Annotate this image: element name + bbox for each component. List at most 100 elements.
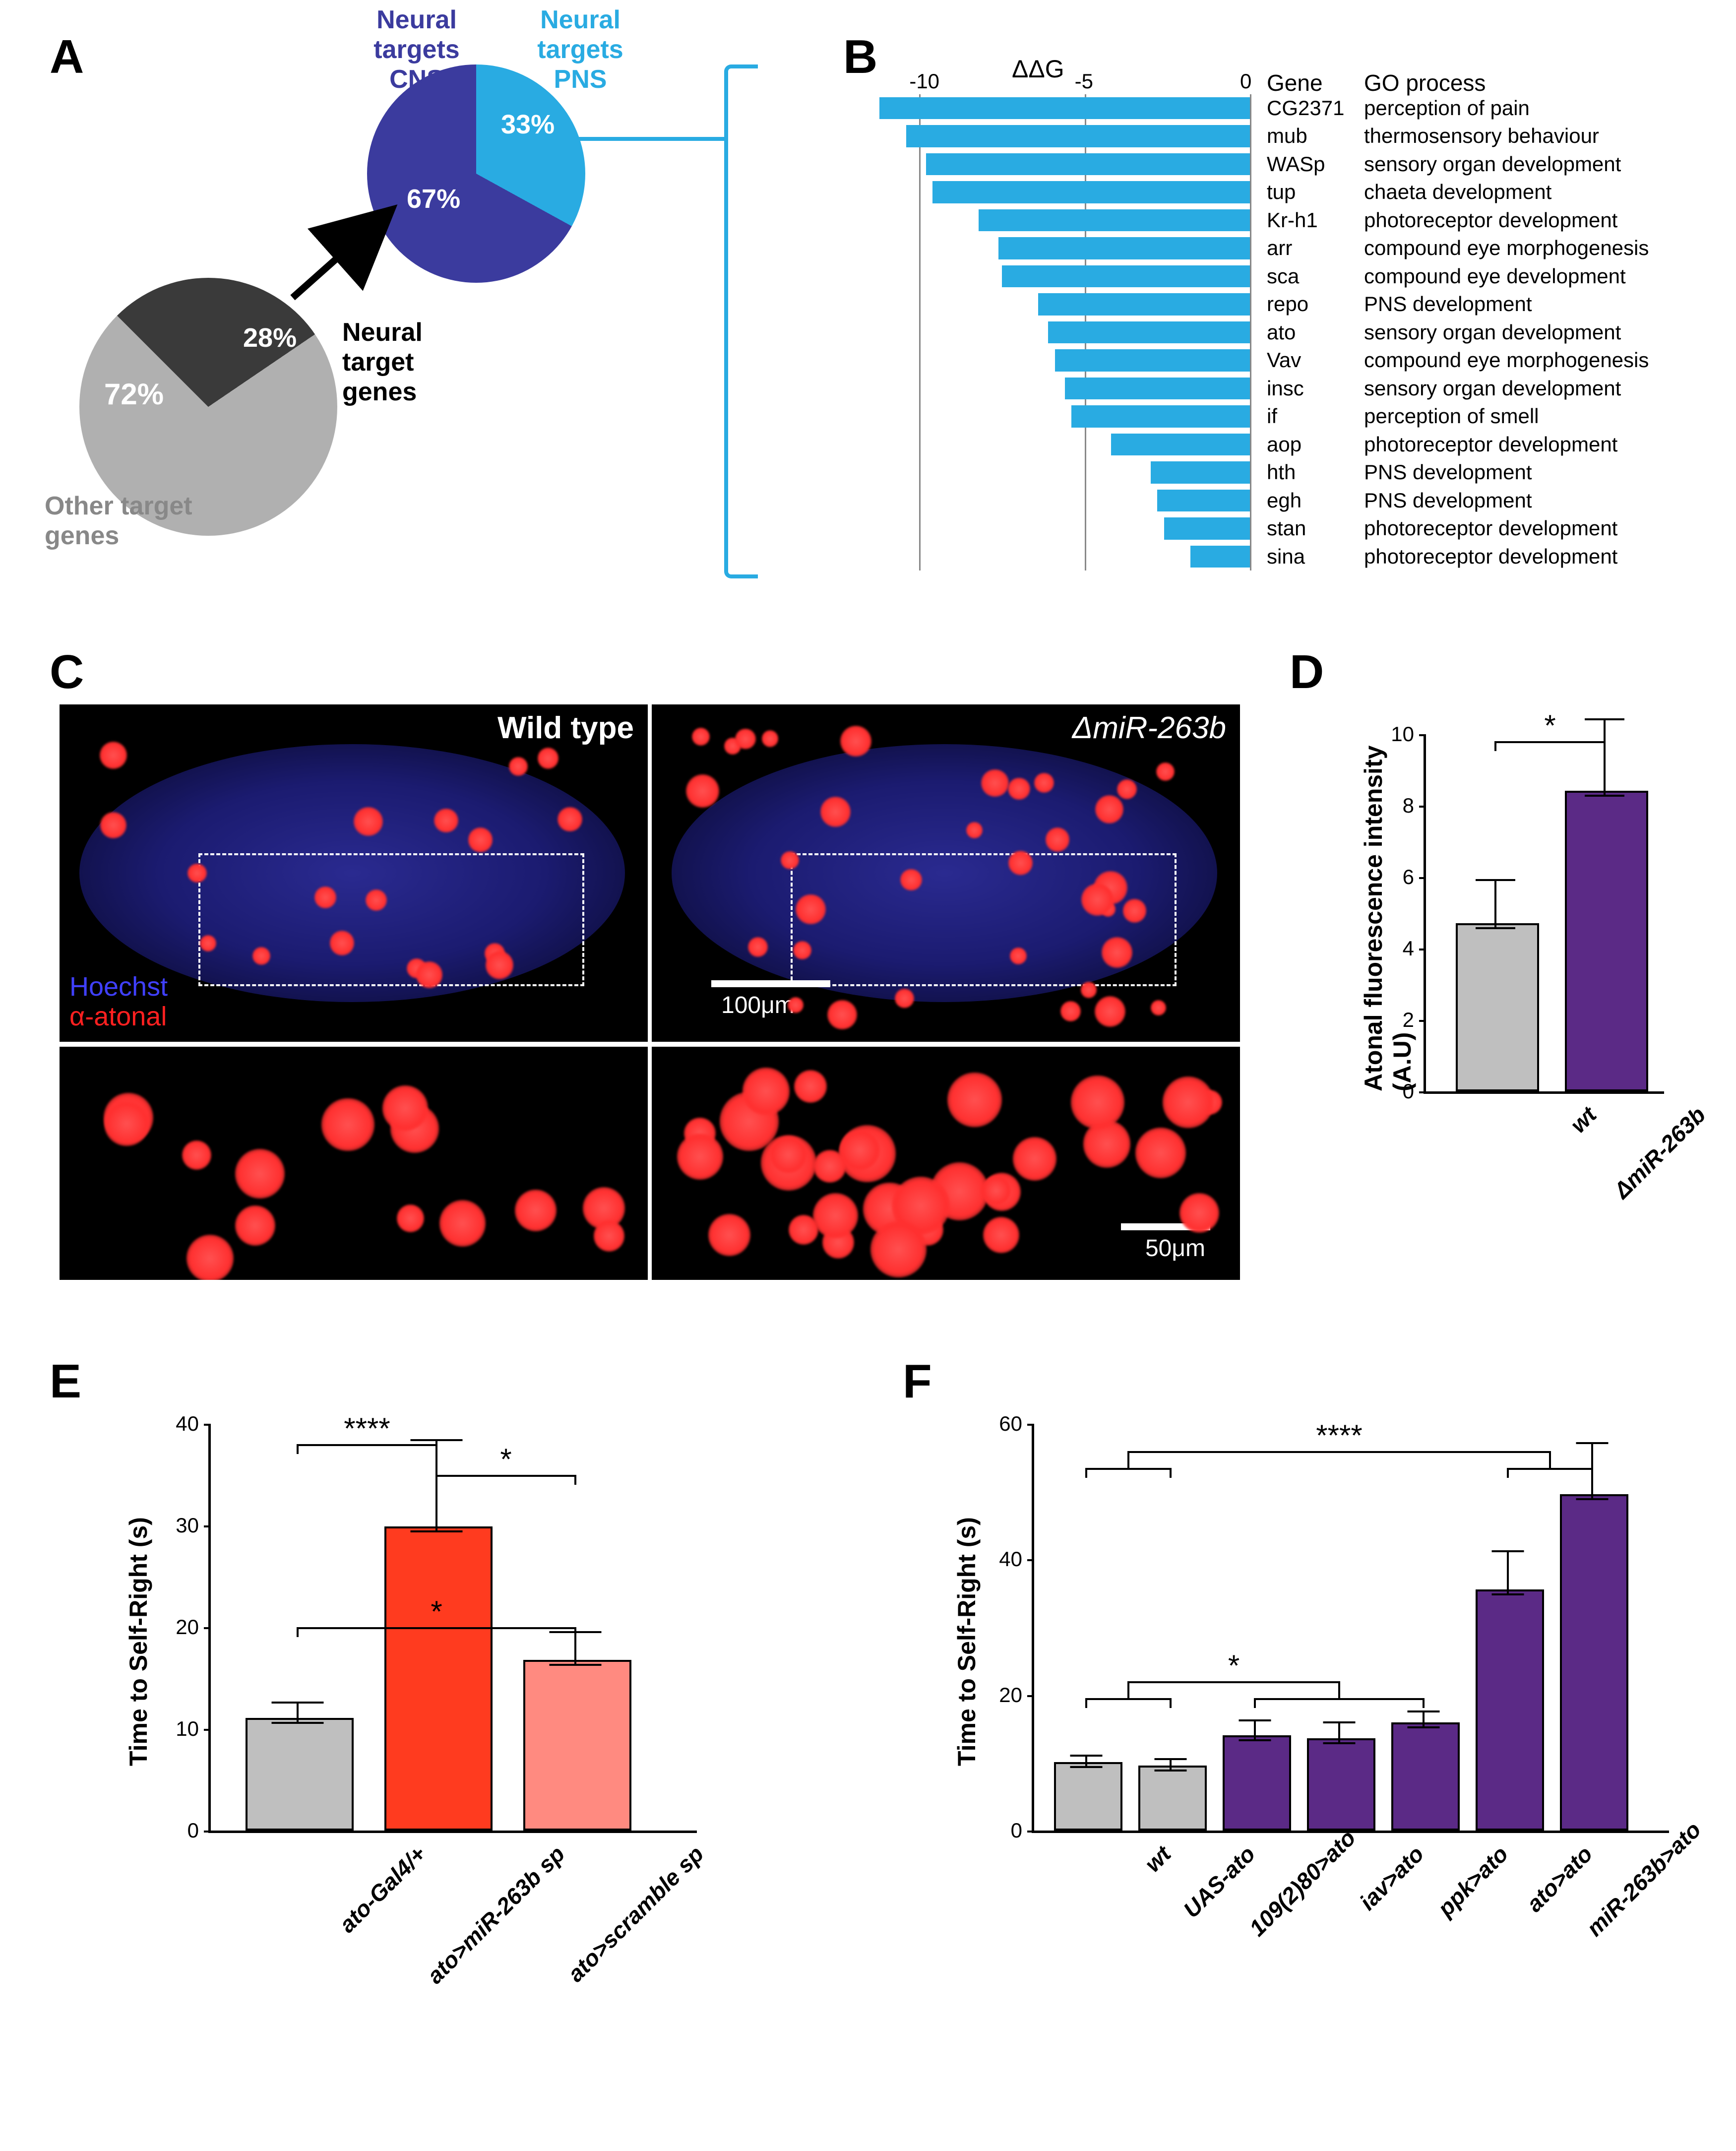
sig-tick bbox=[1604, 741, 1606, 751]
sig-bracket bbox=[1086, 1468, 1171, 1470]
signal-blob bbox=[486, 951, 514, 979]
signal-blob bbox=[1151, 1000, 1166, 1015]
y-tick bbox=[1419, 734, 1426, 736]
signal-blob bbox=[187, 864, 206, 883]
bar bbox=[1138, 1766, 1207, 1831]
y-tick-label: 0 bbox=[1403, 1079, 1414, 1103]
hbar bbox=[1048, 321, 1250, 343]
signal-blob bbox=[354, 807, 383, 836]
hbar bbox=[1002, 265, 1250, 287]
sig-stars: * bbox=[1544, 708, 1555, 743]
go-label: sensory organ development bbox=[1364, 320, 1621, 344]
signal-blob bbox=[252, 947, 270, 965]
sig-tick bbox=[1085, 1468, 1087, 1478]
x-tick-label: -10 bbox=[909, 69, 939, 590]
y-tick bbox=[1419, 806, 1426, 808]
signal-blob bbox=[468, 827, 493, 852]
sig-tick bbox=[435, 1444, 437, 1454]
errorbar bbox=[1476, 1550, 1540, 1595]
gene-label: ato bbox=[1267, 320, 1296, 344]
sig-tick bbox=[435, 1475, 437, 1485]
hbar bbox=[1151, 461, 1250, 483]
signal-blob bbox=[366, 889, 387, 911]
y-tick-label: 10 bbox=[176, 1717, 199, 1741]
hbar bbox=[1157, 490, 1250, 511]
errorbar bbox=[1054, 1755, 1118, 1768]
y-axis-title: Time to Self-Right (s) bbox=[124, 1419, 153, 1766]
signal-blob bbox=[558, 807, 582, 831]
errorbar bbox=[1307, 1721, 1371, 1744]
scale-bar-top bbox=[711, 980, 830, 987]
gene-label: Kr-h1 bbox=[1267, 208, 1318, 232]
go-label: perception of smell bbox=[1364, 404, 1539, 428]
hbar bbox=[1071, 405, 1250, 427]
signal-blob bbox=[840, 726, 871, 757]
stain-label-hoechst: Hoechst bbox=[69, 971, 168, 1002]
signal-blob bbox=[397, 1204, 424, 1232]
signal-blob bbox=[1095, 996, 1125, 1027]
pie-main-pct-other: 72% bbox=[104, 377, 164, 411]
signal-blob bbox=[1010, 948, 1027, 964]
label-text: Neural targets PNS bbox=[537, 5, 623, 94]
micrograph-title-mut: ΔmiR-263b bbox=[1072, 710, 1226, 746]
scale-text-top: 100μm bbox=[721, 992, 795, 1019]
signal-blob bbox=[1102, 937, 1132, 968]
signal-blob bbox=[1163, 1076, 1214, 1128]
arrow-icon bbox=[278, 203, 407, 313]
go-label: photoreceptor development bbox=[1364, 516, 1617, 540]
signal-blob bbox=[416, 961, 442, 988]
go-label: photoreceptor development bbox=[1364, 208, 1617, 232]
bar-area: -10-50 bbox=[853, 94, 1250, 570]
x-category-label: ato>miR-263b sp bbox=[419, 1840, 570, 1992]
signal-blob bbox=[1156, 762, 1175, 781]
label-text: Neural target genes bbox=[342, 318, 423, 406]
gene-label: stan bbox=[1267, 516, 1306, 540]
pie-main-pct-neural: 28% bbox=[243, 322, 297, 353]
signal-blob bbox=[1071, 1076, 1124, 1129]
y-tick-label: 30 bbox=[176, 1514, 199, 1537]
gene-label: Vav bbox=[1267, 348, 1301, 372]
panel-letter-d: D bbox=[1290, 645, 1324, 699]
pie-sub-pct-pns: 33% bbox=[501, 109, 555, 140]
signal-blob bbox=[321, 1098, 374, 1151]
sig-bracket bbox=[1086, 1698, 1171, 1700]
signal-blob bbox=[781, 851, 799, 870]
sig-tick bbox=[297, 1627, 299, 1637]
errorbar bbox=[1391, 1710, 1456, 1728]
sig-tick bbox=[1127, 1451, 1129, 1468]
y-tick bbox=[204, 1627, 211, 1629]
y-axis-title: Atonal fluorescence intensity (A.U) bbox=[1359, 695, 1417, 1091]
gene-label: aop bbox=[1267, 433, 1302, 456]
hbar bbox=[1055, 349, 1250, 371]
signal-blob bbox=[100, 812, 126, 838]
signal-blob bbox=[439, 1200, 486, 1247]
hbar bbox=[1190, 546, 1250, 568]
signal-blob bbox=[982, 1176, 1011, 1205]
panel-c-micrographs: Wild type Hoechst α-atonal ΔmiR-263b 100… bbox=[60, 704, 1240, 1280]
y-tick bbox=[1027, 1831, 1034, 1833]
go-label: photoreceptor development bbox=[1364, 433, 1617, 456]
sig-tick bbox=[1423, 1698, 1425, 1708]
bar bbox=[1565, 791, 1648, 1091]
gene-label: repo bbox=[1267, 292, 1308, 316]
go-label: PNS development bbox=[1364, 292, 1532, 316]
micrograph-mut-zoom: 50μm bbox=[652, 1047, 1240, 1280]
panel-f-chart: Time to Self-Right (s) 0204060wtUAS-ato1… bbox=[942, 1389, 1711, 2108]
x-category-label: UAS-ato bbox=[1160, 1840, 1261, 1942]
sig-tick bbox=[1170, 1468, 1172, 1478]
signal-blob bbox=[748, 937, 768, 957]
hbar bbox=[1111, 434, 1250, 455]
signal-blob bbox=[770, 1137, 806, 1173]
sig-bracket bbox=[1255, 1698, 1424, 1700]
axes: 010203040ato-Gal4/+ato>miR-263b spato>sc… bbox=[208, 1424, 697, 1833]
go-label: chaeta development bbox=[1364, 180, 1551, 204]
x-category-label: wt bbox=[1482, 1101, 1602, 1221]
label-text: Neural targets CNS bbox=[373, 5, 459, 94]
signal-blob bbox=[1013, 1137, 1056, 1181]
sig-tick bbox=[1085, 1698, 1087, 1708]
signal-blob bbox=[104, 1101, 149, 1146]
signal-blob bbox=[708, 1214, 750, 1256]
go-label: compound eye morphogenesis bbox=[1364, 236, 1649, 260]
signal-blob bbox=[686, 774, 719, 808]
signal-blob bbox=[1046, 827, 1069, 851]
